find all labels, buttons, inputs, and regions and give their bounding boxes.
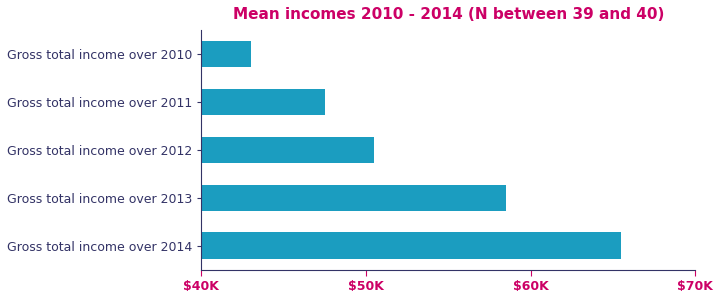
Title: Mean incomes 2010 - 2014 (N between 39 and 40): Mean incomes 2010 - 2014 (N between 39 a… (233, 7, 664, 22)
Bar (0, 184, 506, 211)
Bar (0, 41, 251, 67)
Bar (0, 232, 621, 259)
Bar (0, 89, 325, 115)
Bar (0, 137, 374, 163)
